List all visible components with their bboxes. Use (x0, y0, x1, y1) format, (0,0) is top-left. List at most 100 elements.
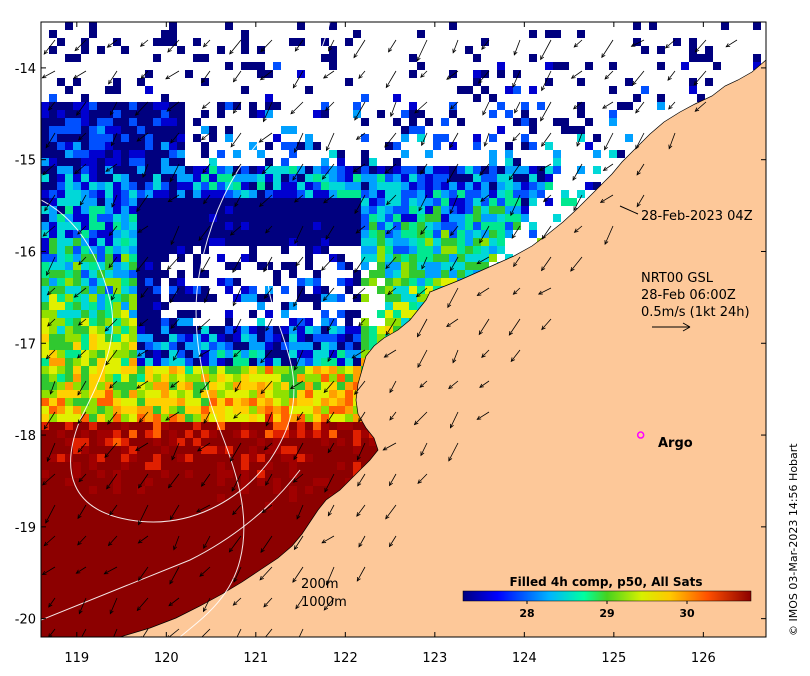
sst-pixel (393, 246, 401, 254)
sst-pixel (257, 214, 265, 222)
sst-pixel (49, 358, 57, 366)
sst-pixel (273, 454, 281, 462)
current-arrow-head (48, 106, 53, 111)
current-arrow (326, 566, 335, 585)
sst-pixel (73, 430, 81, 438)
sst-pixel (177, 430, 185, 438)
current-arrow (476, 411, 490, 420)
sst-pixel (265, 262, 273, 270)
sst-pixel (41, 334, 49, 342)
sst-pixel (129, 422, 137, 430)
current-arrow (541, 256, 552, 271)
current-arrow-head (385, 331, 390, 336)
current-arrow (327, 442, 335, 453)
current-arrow (74, 287, 87, 298)
sst-pixel (137, 302, 145, 310)
current-arrow (295, 39, 304, 52)
current-arrow-head (541, 142, 546, 147)
current-arrow-head (263, 602, 268, 608)
sst-pixel (337, 262, 345, 270)
sst-pixel (433, 262, 441, 270)
sst-pixel (201, 342, 209, 350)
sst-pixel (185, 350, 193, 358)
sst-pixel (265, 326, 273, 334)
sst-pixel (481, 262, 489, 270)
sst-pixel (217, 398, 225, 406)
sst-pixel (345, 38, 353, 46)
lat-tick-label: -14 (15, 62, 36, 77)
current-arrow-head (542, 197, 548, 203)
sst-pixel (177, 478, 185, 486)
sst-pixel (137, 150, 145, 158)
sst-pixel (489, 206, 497, 214)
sst-pixel (129, 398, 137, 406)
lat-tick-label: -20 (15, 613, 36, 628)
current-arrow (600, 194, 614, 203)
sst-pixel (65, 214, 73, 222)
sst-pixel (105, 414, 113, 422)
sst-pixel (89, 246, 97, 254)
sst-pixel (345, 414, 353, 422)
sst-pixel (209, 134, 217, 142)
current-arrow-head (136, 137, 142, 142)
sst-pixel (113, 294, 121, 302)
sst-pixel (113, 278, 121, 286)
lon-tick-label: 120 (154, 651, 179, 666)
sst-pixel (153, 230, 161, 238)
sst-pixel (217, 470, 225, 478)
sst-pixel (169, 158, 177, 166)
sst-pixel (337, 438, 345, 446)
sst-pixel (241, 374, 249, 382)
sst-pixel (97, 158, 105, 166)
sst-pixel (97, 534, 105, 542)
sst-pixel (97, 126, 105, 134)
sst-pixel (329, 294, 337, 302)
sst-pixel (289, 198, 297, 206)
sst-pixel (105, 134, 113, 142)
current-arrow (450, 256, 459, 271)
current-arrow-head (201, 78, 206, 84)
sst-pixel (65, 54, 73, 62)
sst-pixel (113, 366, 121, 374)
sst-pixel (193, 518, 201, 526)
sst-pixel (113, 206, 121, 214)
sst-pixel (361, 206, 369, 214)
sst-pixel (705, 54, 713, 62)
current-arrow-head (232, 77, 238, 83)
sst-pixel (121, 126, 129, 134)
sst-pixel (57, 422, 65, 430)
sst-pixel (73, 550, 81, 558)
sst-pixel (361, 430, 369, 438)
current-arrow-head (354, 268, 359, 274)
sst-pixel (129, 430, 137, 438)
sst-pixel (113, 566, 121, 574)
current-arrow (450, 225, 459, 236)
current-arrow-head (263, 445, 269, 451)
sst-pixel (89, 454, 97, 462)
sst-pixel (193, 382, 201, 390)
sst-pixel (81, 630, 89, 637)
sst-pixel (89, 630, 97, 637)
sst-pixel (473, 182, 481, 190)
current-arrow-head (636, 202, 641, 208)
sst-pixel (49, 494, 57, 502)
sst-pixel (369, 222, 377, 230)
current-arrow-head (42, 170, 47, 176)
current-arrow-head (293, 455, 298, 461)
sst-pixel (185, 558, 193, 566)
sst-pixel (89, 206, 97, 214)
sst-pixel (241, 550, 249, 558)
sst-pixel (233, 102, 241, 110)
sst-pixel (257, 230, 265, 238)
sst-pixel (73, 134, 81, 142)
current-arrow-head (388, 47, 393, 53)
sst-pixel (41, 606, 49, 614)
sst-pixel (57, 174, 65, 182)
sst-pixel (313, 302, 321, 310)
sst-pixel (209, 462, 217, 470)
sst-pixel (273, 134, 281, 142)
sst-pixel (489, 94, 497, 102)
sst-pixel (153, 214, 161, 222)
sst-pixel (177, 46, 185, 54)
current-arrow (44, 194, 56, 211)
